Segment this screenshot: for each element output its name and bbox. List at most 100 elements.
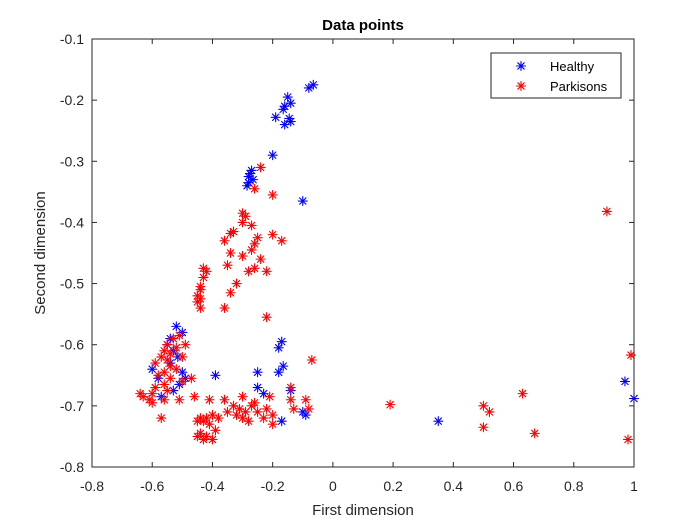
data-point-parkisons [252, 232, 263, 243]
data-point-healthy [276, 416, 287, 427]
data-point-parkisons [204, 394, 215, 405]
y-axis-label: Second dimension [32, 191, 49, 314]
data-point-parkisons [138, 391, 149, 402]
data-point-parkisons [186, 373, 197, 384]
y-tick-label: -0.4 [60, 214, 84, 230]
data-point-parkisons [484, 406, 495, 418]
data-point-parkisons [303, 403, 314, 414]
data-point-healthy [278, 104, 289, 115]
y-tick-label: -0.1 [60, 31, 84, 47]
data-point-parkisons [150, 358, 161, 369]
data-point-parkisons [165, 373, 176, 384]
data-point-parkisons [171, 342, 182, 353]
data-point-parkisons [198, 416, 209, 427]
plot-frame [91, 38, 635, 468]
data-point-parkisons [219, 235, 230, 246]
data-point-healthy [285, 98, 296, 109]
legend-label-parkisons: Parkisons [550, 79, 608, 94]
data-point-parkisons [231, 278, 242, 289]
data-point-parkisons [174, 394, 185, 405]
x-tick-label: -0.8 [80, 478, 104, 494]
data-point-parkisons [171, 364, 182, 375]
data-point-parkisons [162, 339, 173, 350]
data-point-parkisons [237, 391, 248, 402]
data-point-parkisons [195, 302, 206, 314]
data-points [135, 79, 640, 445]
plot-area [92, 39, 634, 467]
data-point-healthy [279, 119, 290, 130]
data-point-healthy [242, 180, 253, 191]
y-tick-label: -0.2 [60, 92, 84, 108]
y-tick-label: -0.8 [60, 459, 84, 475]
y-tick-label: -0.5 [60, 276, 84, 292]
data-point-parkisons [261, 312, 272, 323]
data-point-healthy [210, 370, 221, 381]
x-tick-label: 0 [329, 478, 337, 494]
data-point-parkisons [237, 251, 248, 262]
data-point-parkisons [207, 434, 218, 445]
x-tick-label: -0.4 [200, 478, 224, 494]
x-tick-label: 0.8 [564, 478, 584, 494]
x-tick-label: 0.2 [383, 478, 403, 494]
data-point-parkisons [219, 302, 230, 314]
data-point-parkisons [219, 394, 230, 405]
data-point-parkisons [478, 400, 489, 411]
data-point-parkisons [246, 244, 257, 255]
data-point-healthy [270, 112, 281, 123]
data-point-healthy [433, 416, 444, 427]
data-point-parkisons [210, 425, 221, 436]
axis-ticks: -0.8 -0.6 -0.4 -0.2 0 0.2 0.4 0.6 0.8 1 -0.8 -0.7 -0… [60, 31, 638, 494]
x-axis-label: First dimension [312, 502, 414, 519]
y-tick-label: -0.7 [60, 398, 84, 414]
data-point-parkisons [156, 351, 167, 362]
data-point-healthy [297, 195, 308, 207]
y-tick-label: -0.3 [60, 153, 84, 169]
data-point-parkisons [252, 406, 263, 418]
legend-marker-star [515, 60, 527, 72]
data-point-healthy [619, 376, 631, 387]
data-point-parkisons [246, 220, 257, 231]
data-point-parkisons [180, 339, 191, 350]
y-tick-label: -0.6 [60, 337, 84, 353]
data-point-healthy [252, 367, 263, 378]
data-point-parkisons [147, 397, 158, 408]
data-point-parkisons [267, 409, 278, 421]
data-point-healthy [273, 342, 284, 353]
data-point-parkisons [255, 254, 266, 265]
data-point-parkisons [225, 247, 236, 259]
data-point-parkisons [385, 399, 396, 410]
data-point-healthy [171, 321, 182, 332]
data-point-parkisons [156, 413, 167, 424]
data-point-parkisons [222, 406, 233, 418]
data-point-healthy [308, 79, 319, 90]
data-point-parkisons [177, 351, 188, 362]
data-point-parkisons [261, 403, 272, 414]
data-point-parkisons [601, 206, 612, 217]
data-point-parkisons [243, 266, 254, 277]
data-point-healthy [303, 82, 314, 93]
data-point-parkisons [207, 409, 218, 421]
data-point-parkisons [237, 217, 248, 228]
legend-label-healthy: Healthy [550, 59, 595, 74]
data-point-healthy [278, 361, 289, 372]
data-point-parkisons [246, 400, 257, 411]
data-point-parkisons [243, 416, 254, 427]
data-point-healthy [282, 92, 293, 103]
data-point-parkisons [529, 428, 540, 439]
data-point-parkisons [622, 434, 634, 445]
data-point-healthy [273, 367, 284, 378]
data-point-parkisons [276, 235, 287, 246]
data-point-parkisons [300, 394, 311, 405]
data-point-parkisons [168, 333, 179, 344]
data-point-healthy [267, 150, 278, 161]
data-point-parkisons [153, 370, 164, 381]
data-point-parkisons [222, 260, 233, 271]
x-tick-label: -0.2 [261, 478, 285, 494]
data-point-parkisons [258, 413, 269, 424]
data-point-parkisons [267, 229, 278, 240]
x-tick-label: 0.6 [504, 478, 524, 494]
data-point-parkisons [249, 183, 260, 194]
data-point-parkisons [267, 189, 278, 200]
data-point-healthy [147, 364, 158, 375]
